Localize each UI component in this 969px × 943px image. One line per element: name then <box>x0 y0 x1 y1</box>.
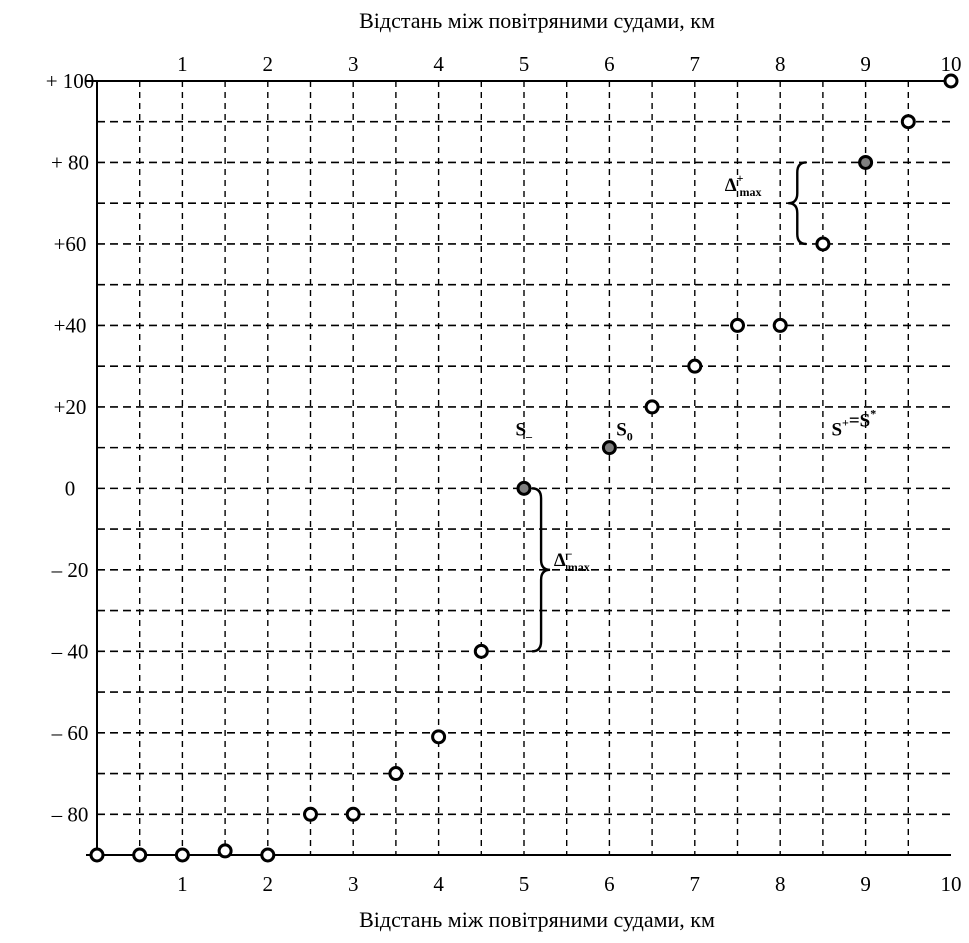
y-tick-label: + 100 <box>46 69 95 93</box>
data-points <box>89 73 959 863</box>
y-tick-label: +20 <box>54 395 87 419</box>
x-tick-label-bottom: 3 <box>348 872 359 896</box>
x-tick-label-top: 5 <box>519 52 530 76</box>
data-point <box>473 643 489 659</box>
x-tick-label-bottom: 6 <box>604 872 615 896</box>
data-point <box>89 847 105 863</box>
data-point <box>943 73 959 89</box>
x-tick-label-bottom: 2 <box>263 872 274 896</box>
x-tick-label-bottom: 7 <box>690 872 701 896</box>
annotation-delta-plus-max: Δ+ max <box>725 171 762 199</box>
grid <box>97 81 951 855</box>
x-tick-label-bottom: 5 <box>519 872 530 896</box>
x-tick-label-bottom: 9 <box>860 872 871 896</box>
data-point <box>132 847 148 863</box>
y-tick-label: – 40 <box>51 639 89 663</box>
braces <box>532 161 807 653</box>
data-point-filled <box>601 440 617 456</box>
x-tick-label-top: 2 <box>263 52 274 76</box>
x-tick-label-bottom: 1 <box>177 872 188 896</box>
y-tick-label: + 80 <box>51 150 89 174</box>
brace-delta-minus <box>532 487 551 653</box>
y-tick-label: +40 <box>54 313 87 337</box>
x-tick-label-bottom: 4 <box>433 872 444 896</box>
data-point <box>687 358 703 374</box>
data-point <box>644 399 660 415</box>
annotation-s-plus: S+=S* <box>831 406 876 440</box>
y-tick-label: +60 <box>54 232 87 256</box>
y-tick-label: – 80 <box>51 802 89 826</box>
data-point <box>431 729 447 745</box>
axes-frame <box>86 80 951 856</box>
data-point <box>260 847 276 863</box>
x-tick-label-top: 7 <box>690 52 701 76</box>
data-point <box>345 806 361 822</box>
x-tick-label-top: 8 <box>775 52 786 76</box>
annotations: S– S0 S+=S* Δ+ max Δ– max <box>515 171 876 574</box>
x-tick-label-top: 6 <box>604 52 615 76</box>
x-tick-label-top: 9 <box>860 52 871 76</box>
data-point <box>303 806 318 822</box>
bottom-axis-title: Відстань між повітряними судами, км <box>359 907 715 932</box>
x-tick-label-top: 10 <box>941 52 962 76</box>
brace-delta-plus <box>788 161 807 246</box>
y-tick-labels: + 100 + 80 +60 +40 +20 0 – 20 – 40 – 60 – 80 <box>46 69 95 826</box>
data-point <box>730 317 745 333</box>
annotation-s-minus: S– <box>515 419 533 443</box>
data-point <box>388 766 404 782</box>
annotation-delta-minus-max: Δ– max <box>554 546 590 574</box>
data-point <box>217 843 233 859</box>
x-tick-label-top: 4 <box>433 52 444 76</box>
x-tick-labels-top: 1 2 3 4 5 6 7 8 9 10 <box>177 52 961 76</box>
data-point-filled <box>516 480 532 496</box>
data-point <box>815 236 831 252</box>
y-tick-label: – 20 <box>51 558 89 582</box>
data-point <box>772 317 788 333</box>
y-tick-label: – 60 <box>51 721 89 745</box>
x-tick-labels-bottom: 1 2 3 4 5 6 7 8 9 10 <box>177 872 961 896</box>
top-axis-title: Відстань між повітряними судами, км <box>359 8 715 33</box>
y-tick-label: 0 <box>65 476 76 500</box>
data-point-filled <box>858 154 874 170</box>
x-tick-label-top: 1 <box>177 52 188 76</box>
x-tick-label-bottom: 8 <box>775 872 786 896</box>
x-tick-label-bottom: 10 <box>941 872 962 896</box>
data-point <box>174 847 190 863</box>
annotation-s-zero: S0 <box>616 419 633 443</box>
x-tick-label-top: 3 <box>348 52 359 76</box>
data-point <box>900 114 916 130</box>
